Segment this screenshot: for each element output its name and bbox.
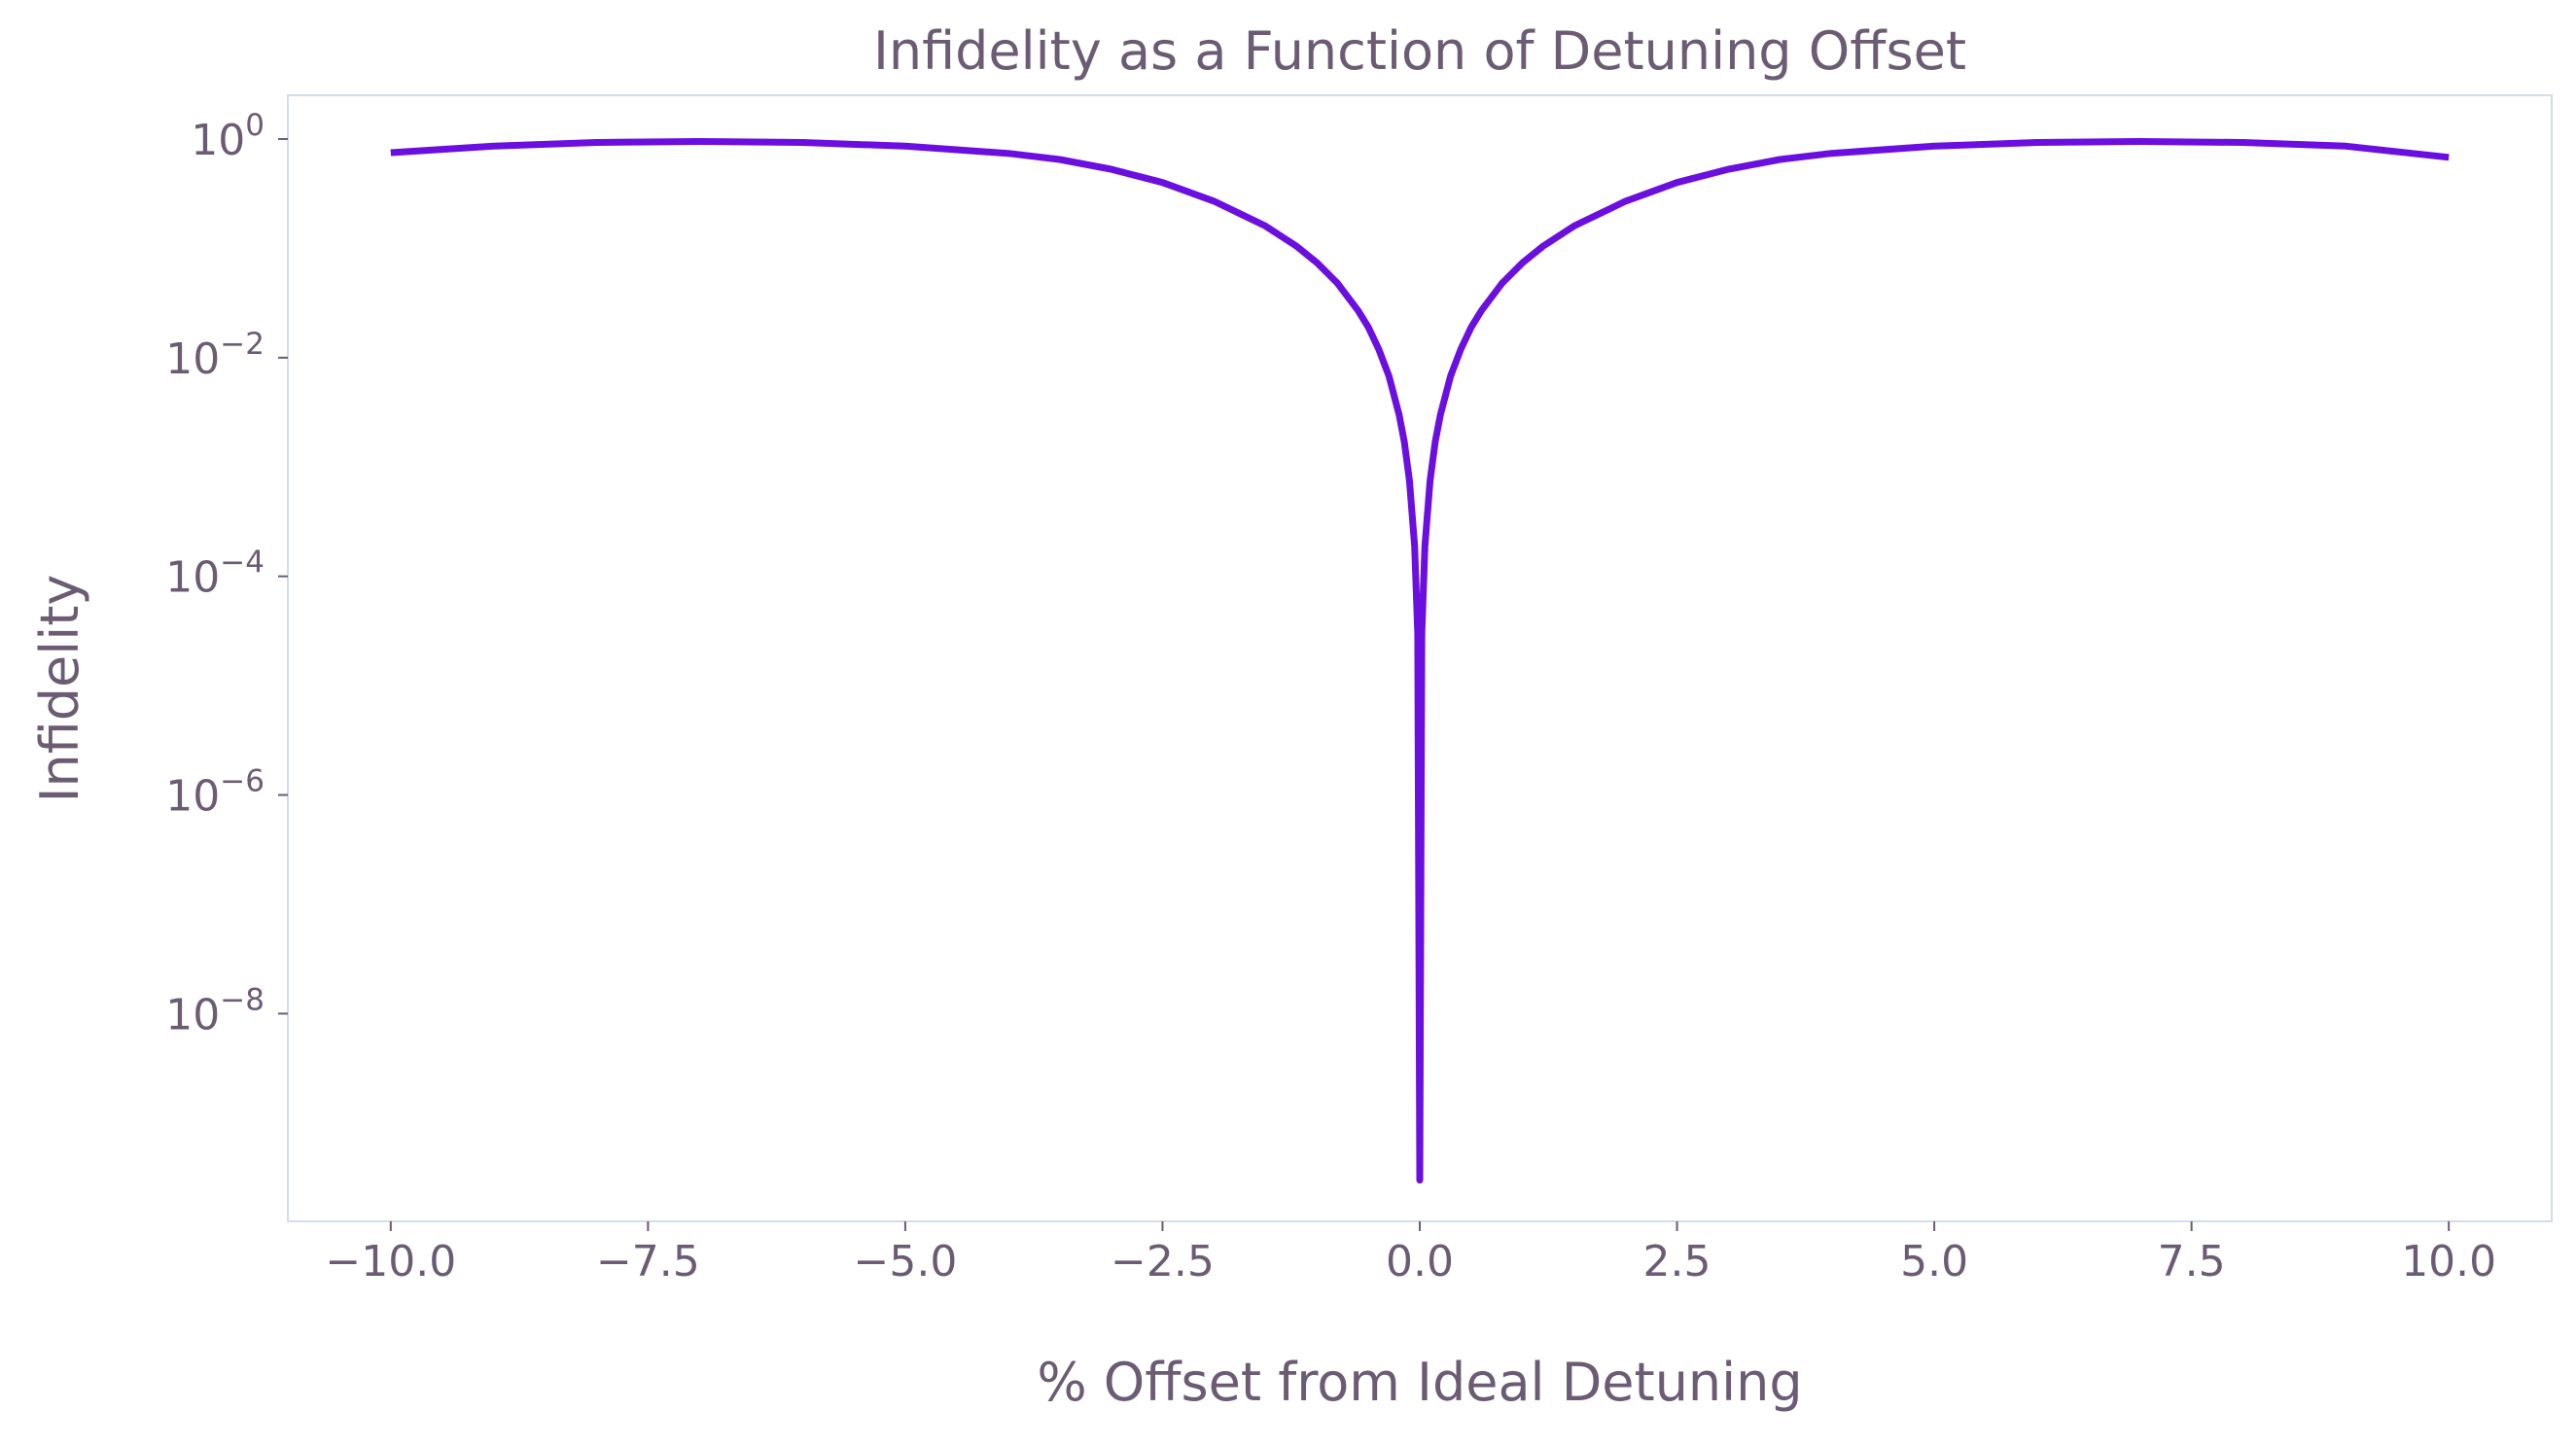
y-tick-label: 100: [191, 108, 265, 165]
y-tick-exponent: −6: [220, 764, 265, 799]
y-tick-base: 10: [191, 116, 245, 165]
x-tick-label: 7.5: [2158, 1237, 2226, 1286]
x-axis-label: % Offset from Ideal Detuning: [1037, 1352, 1802, 1413]
series-line-0: [390, 138, 2450, 1184]
x-axis-ticks: −10.0 −7.5 −5.0 −2.5 0.0 2.5 5.0 7.5 10.0: [325, 1221, 2496, 1286]
x-tick-label: −10.0: [325, 1237, 456, 1286]
y-tick-exponent: −2: [220, 327, 265, 362]
x-tick-label: 2.5: [1643, 1237, 1711, 1286]
x-tick-label: 10.0: [2401, 1237, 2496, 1286]
y-tick-label: 10−6: [165, 764, 265, 822]
y-tick-exponent: 0: [245, 108, 265, 143]
y-tick-base: 10: [165, 335, 220, 384]
y-tick-label: 10−4: [165, 546, 265, 603]
series-layer: [390, 138, 2450, 1184]
y-tick-label: 10−8: [165, 982, 265, 1040]
y-tick-base: 10: [165, 990, 220, 1040]
y-tick-label: 10−2: [165, 327, 265, 384]
x-tick-label: −7.5: [596, 1237, 700, 1286]
y-tick-base: 10: [165, 772, 220, 822]
x-tick-label: 5.0: [1900, 1237, 1968, 1286]
y-tick-exponent: −8: [220, 982, 265, 1017]
chart-title: Infidelity as a Function of Detuning Off…: [873, 20, 1966, 82]
x-tick-label: −2.5: [1111, 1237, 1215, 1286]
x-tick-label: −5.0: [853, 1237, 957, 1286]
y-tick-base: 10: [165, 553, 220, 603]
y-tick-exponent: −4: [220, 546, 265, 581]
y-axis-label: Infidelity: [29, 575, 90, 803]
x-tick-label: 0.0: [1386, 1237, 1454, 1286]
